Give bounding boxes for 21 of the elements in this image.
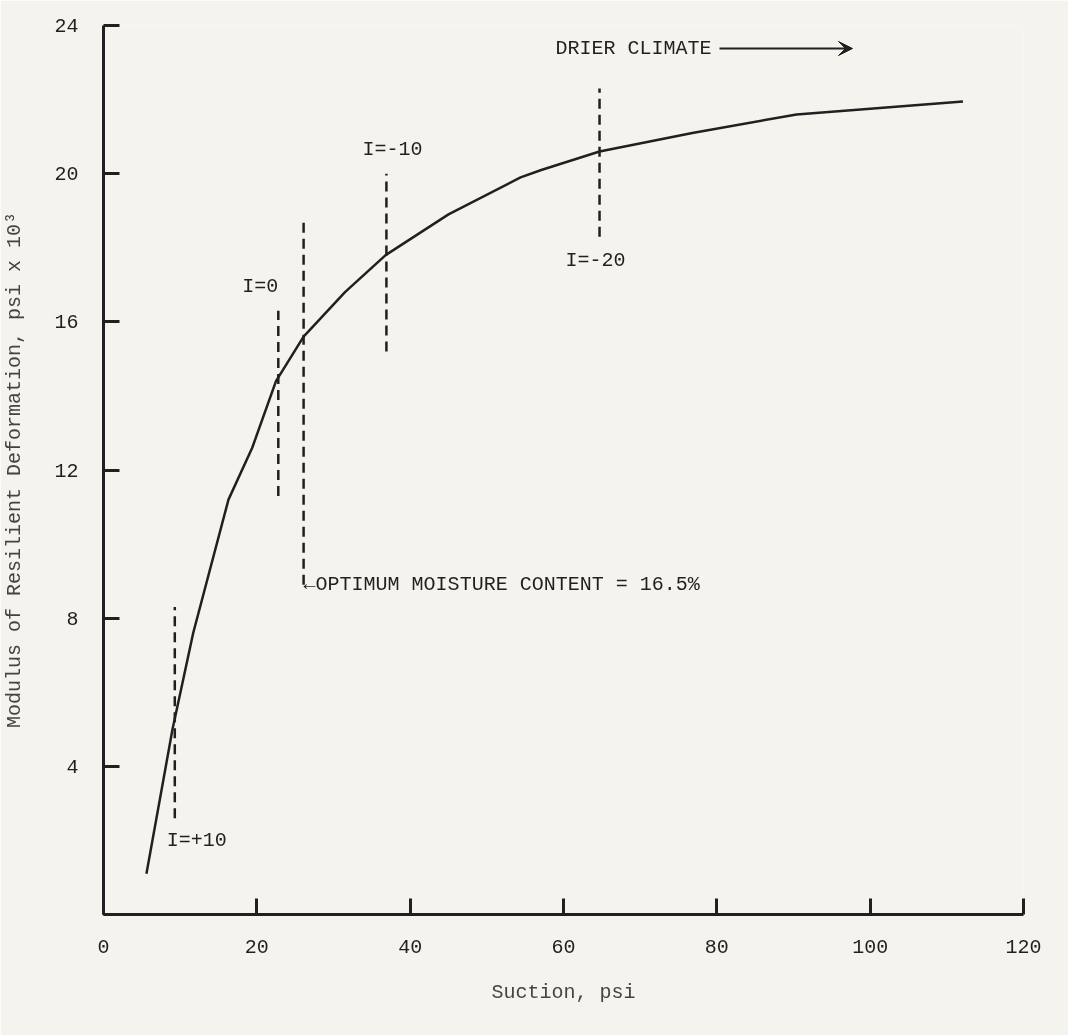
x-tick-label: 80 <box>704 935 729 959</box>
y-tick-label: 4 <box>66 755 79 779</box>
annotation: ←OPTIMUM MOISTURE CONTENT = 16.5% <box>303 573 701 597</box>
y-tick-label: 24 <box>54 15 79 38</box>
x-tick-label: 40 <box>398 935 423 959</box>
x-tick-label: 0 <box>97 935 110 959</box>
y-axis-title: Modulus of Resilient Deformation, psi x 10³ <box>3 211 27 729</box>
x-tick-label: 120 <box>1005 935 1042 959</box>
annotation: I=-20 <box>565 249 626 273</box>
y-tick-label: 8 <box>66 607 79 631</box>
x-tick-label: 20 <box>244 935 269 959</box>
x-tick-label: 60 <box>551 935 576 959</box>
annotation: I=0 <box>242 275 279 299</box>
x-tick-label: 100 <box>852 935 889 959</box>
y-tick-label: 12 <box>54 459 79 483</box>
annotation: DRIER CLIMATE <box>555 37 712 60</box>
annotation: I=-10 <box>362 138 423 162</box>
annotation: I=+10 <box>166 828 227 852</box>
y-tick-label: 20 <box>54 163 79 187</box>
y-tick-label: 16 <box>54 311 79 335</box>
x-axis-title: Suction, psi <box>491 980 636 1004</box>
